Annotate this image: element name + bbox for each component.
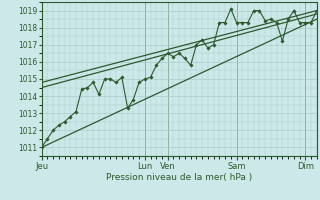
X-axis label: Pression niveau de la mer( hPa ): Pression niveau de la mer( hPa ) <box>106 173 252 182</box>
